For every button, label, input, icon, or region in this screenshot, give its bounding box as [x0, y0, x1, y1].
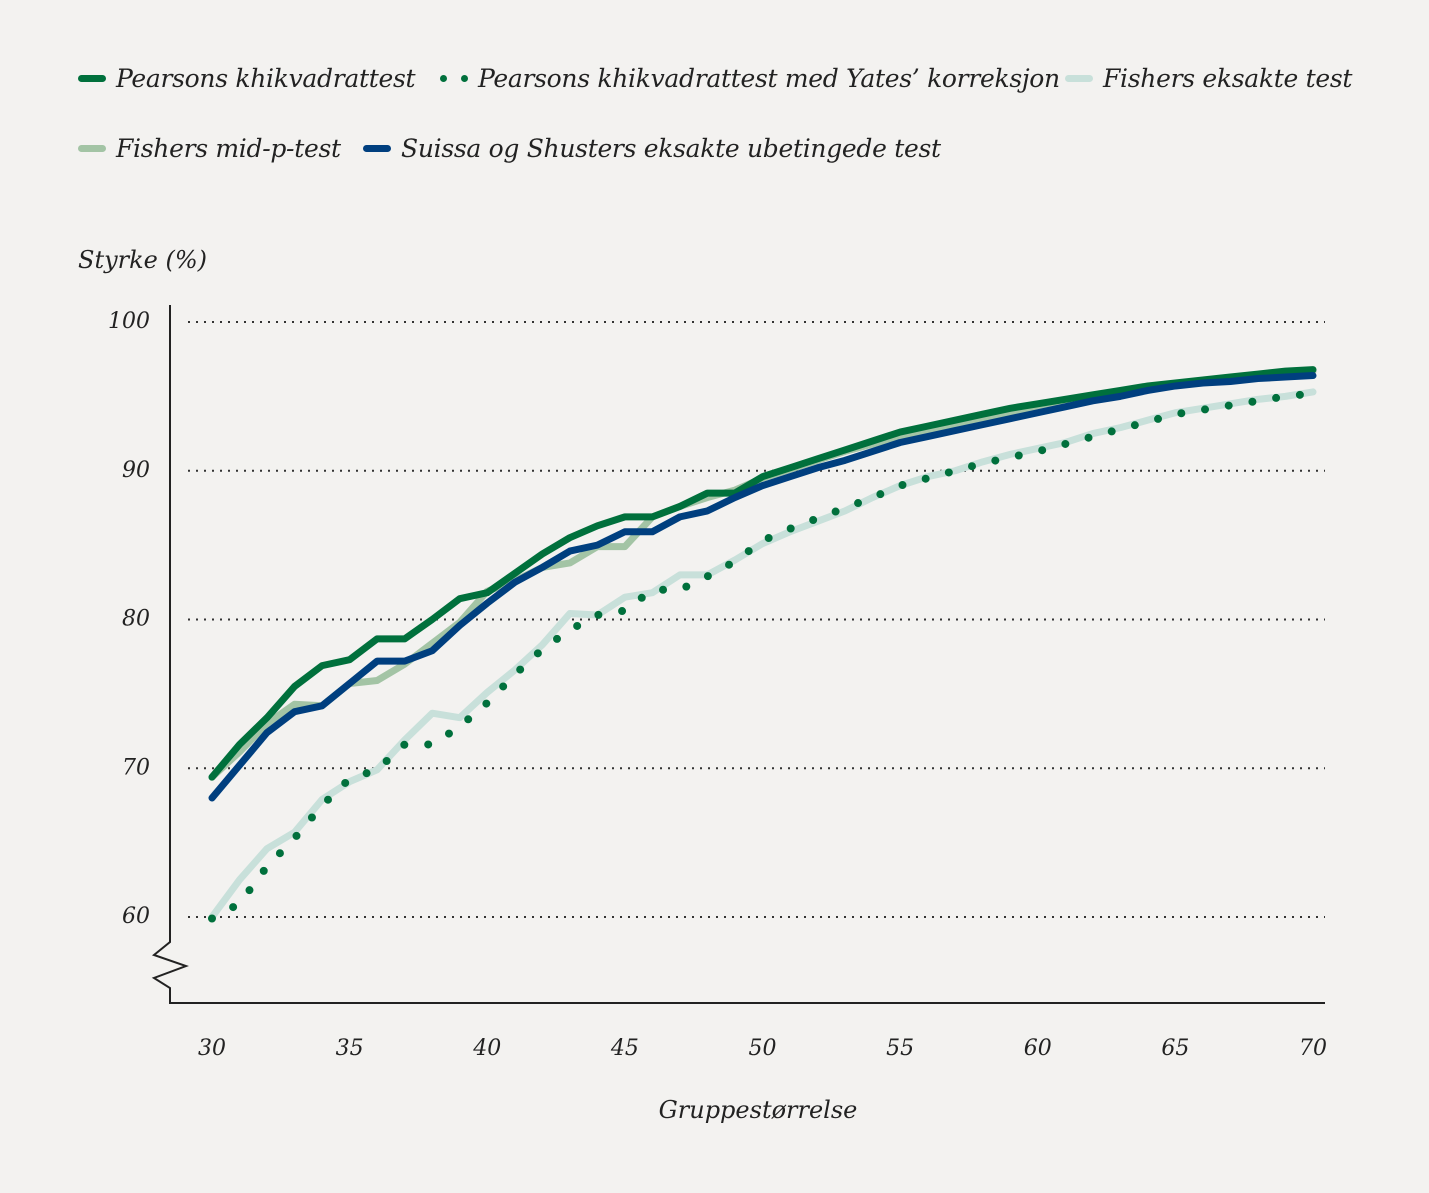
y-tick-label: 60 [122, 904, 150, 929]
series-line-2 [208, 388, 1317, 921]
legend-label: Fishers mid-p-test [116, 134, 341, 163]
legend-label: Fishers eksakte test [1103, 64, 1353, 93]
x-tick-label: 60 [1024, 1036, 1052, 1061]
x-tick-label: 50 [749, 1036, 777, 1061]
legend-item-pearson: Pearsons khikvadrattest [78, 64, 416, 93]
y-axis-label: Styrke (%) [78, 246, 207, 274]
y-tick-label: 70 [122, 755, 150, 780]
legend-label: Pearsons khikvadrattest med Yates’ korre… [478, 64, 1060, 93]
legend-swatch [1065, 75, 1093, 82]
x-tick-label: 40 [472, 1036, 501, 1061]
legend-item-fisher: Fishers eksakte test [1065, 64, 1352, 93]
legend-swatch [363, 145, 391, 152]
x-tick-label: 35 [336, 1036, 364, 1061]
x-tick-label: 55 [886, 1036, 914, 1061]
series-line-0 [208, 366, 1317, 781]
x-tick-label: 30 [198, 1036, 226, 1061]
legend-swatch [440, 75, 468, 82]
legend-swatch [78, 145, 106, 152]
legend-label: Pearsons khikvadrattest [116, 64, 416, 93]
y-tick-label: 100 [108, 309, 150, 334]
x-tick-label: 70 [1299, 1036, 1327, 1061]
x-axis-label: Gruppestørrelse [659, 1096, 858, 1124]
axis-lines [151, 305, 1325, 1004]
legend-label: Suissa og Shusters eksakte ubetingede te… [401, 134, 941, 163]
y-tick-label: 80 [122, 607, 150, 632]
x-tick-label: 45 [610, 1036, 639, 1061]
legend-item-midp: Fishers mid-p-test [78, 134, 341, 163]
series-line-3 [208, 367, 1317, 781]
legend-item-yates: Pearsons khikvadrattest med Yates’ korre… [440, 64, 1060, 93]
x-tick-label: 65 [1161, 1036, 1189, 1061]
legend-swatch [78, 75, 106, 82]
series-line-1 [208, 389, 1317, 923]
y-tick-label: 90 [122, 458, 150, 483]
series-line-4 [208, 372, 1317, 802]
legend-item-suissa: Suissa og Shusters eksakte ubetingede te… [363, 134, 941, 163]
